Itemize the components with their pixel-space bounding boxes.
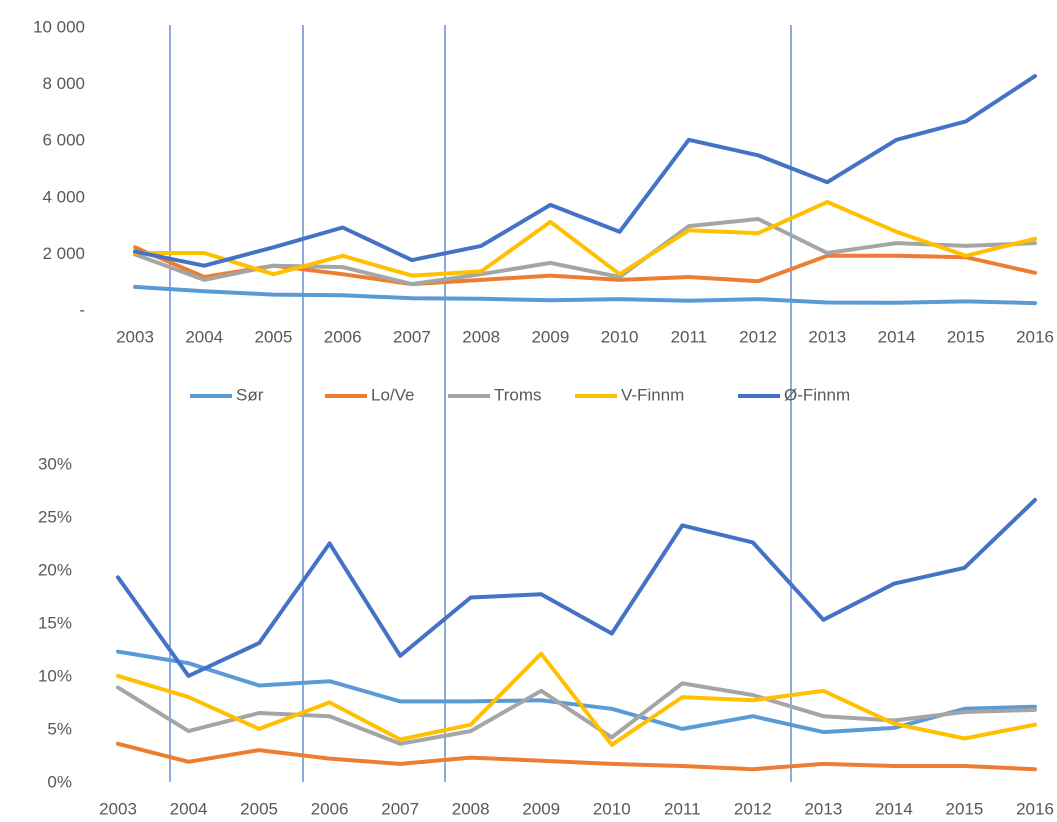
- y-tick-label: 20%: [38, 560, 72, 579]
- y-tick-label: 10%: [38, 666, 72, 685]
- x-tick-label: 2015: [947, 327, 985, 346]
- x-tick-label: 2008: [462, 327, 500, 346]
- series-line: [133, 74, 1037, 268]
- x-tick-label: 2005: [240, 799, 278, 818]
- x-tick-label: 2012: [734, 799, 772, 818]
- x-tick-label: 2010: [601, 327, 639, 346]
- y-tick-label: 15%: [38, 613, 72, 632]
- x-tick-label: 2013: [808, 327, 846, 346]
- y-tick-label: 25%: [38, 507, 72, 526]
- legend-label: Lo/Ve: [371, 385, 415, 404]
- x-tick-label: 2004: [185, 327, 223, 346]
- y-tick-label: 6 000: [42, 131, 85, 150]
- legend-label: Sør: [236, 385, 264, 404]
- y-tick-label: 8 000: [42, 74, 85, 93]
- series-line: [116, 741, 1037, 772]
- y-tick-label: 10 000: [33, 17, 85, 36]
- x-tick-label: 2003: [99, 799, 137, 818]
- series-line: [116, 649, 1037, 735]
- series-line: [133, 217, 1037, 287]
- x-tick-label: 2006: [324, 327, 362, 346]
- x-tick-label: 2008: [452, 799, 490, 818]
- series-line: [133, 284, 1037, 306]
- x-tick-label: 2011: [664, 799, 701, 818]
- x-tick-label: 2004: [170, 799, 208, 818]
- x-tick-label: 2016: [1016, 799, 1054, 818]
- legend-label: V-Finnm: [621, 385, 684, 404]
- divider-lines: [169, 25, 792, 782]
- series-line: [116, 681, 1037, 746]
- x-tick-label: 2014: [878, 327, 916, 346]
- y-tick-label: 0%: [47, 772, 72, 791]
- legend-label: Ø-Finnm: [784, 385, 850, 404]
- x-tick-label: 2007: [381, 799, 419, 818]
- x-tick-label: 2005: [255, 327, 293, 346]
- x-tick-label: 2011: [671, 327, 708, 346]
- x-tick-label: 2007: [393, 327, 431, 346]
- y-tick-label: 30%: [38, 454, 72, 473]
- y-tick-label: -: [79, 300, 85, 319]
- series-line: [133, 200, 1037, 278]
- y-tick-label: 2 000: [42, 244, 85, 263]
- x-tick-label: 2015: [946, 799, 984, 818]
- x-tick-label: 2014: [875, 799, 913, 818]
- series-line: [116, 651, 1037, 747]
- x-tick-label: 2010: [593, 799, 631, 818]
- legend-label: Troms: [494, 385, 542, 404]
- x-tick-label: 2013: [804, 799, 842, 818]
- series-line: [116, 498, 1037, 678]
- y-tick-label: 4 000: [42, 187, 85, 206]
- x-tick-label: 2006: [311, 799, 349, 818]
- x-tick-label: 2012: [739, 327, 777, 346]
- x-tick-label: 2009: [522, 799, 560, 818]
- x-tick-label: 2003: [116, 327, 154, 346]
- y-tick-label: 5%: [47, 719, 72, 738]
- x-tick-label: 2009: [531, 327, 569, 346]
- x-tick-label: 2016: [1016, 327, 1054, 346]
